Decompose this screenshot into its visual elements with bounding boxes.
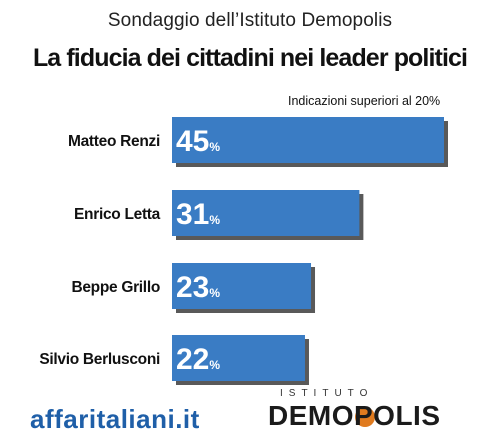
logo-dot [355, 407, 375, 427]
bar [172, 335, 305, 381]
category-label: Beppe Grillo [71, 279, 160, 296]
bar [172, 263, 312, 309]
category-label: Enrico Letta [74, 206, 161, 223]
data-label: 31% [176, 198, 220, 231]
logo-small-text: ISTITUTO [280, 388, 374, 399]
demopolis-logo: ISTITUTO DEMOPOLIS [268, 388, 468, 438]
logo-big-text: DEMOPOLIS [268, 400, 441, 431]
category-label: Matteo Renzi [68, 133, 160, 150]
data-label: 45% [176, 125, 220, 158]
data-label: 22% [176, 343, 220, 376]
source-logo: affaritaliani.it [30, 404, 200, 434]
bar [172, 190, 360, 236]
chart-note: Indicazioni superiori al 20% [288, 94, 441, 108]
chart-supertitle: Sondaggio dell’Istituto Demopolis [107, 10, 393, 31]
bar-chart: Matteo Renzi 45% Enrico Letta 31% Beppe Gril… [39, 117, 448, 385]
category-label: Silvio Berlusconi [39, 351, 160, 368]
chart-title: La fiducia dei cittadini nei leader poli… [32, 44, 468, 72]
bar [172, 117, 444, 163]
data-label: 23% [176, 271, 220, 304]
